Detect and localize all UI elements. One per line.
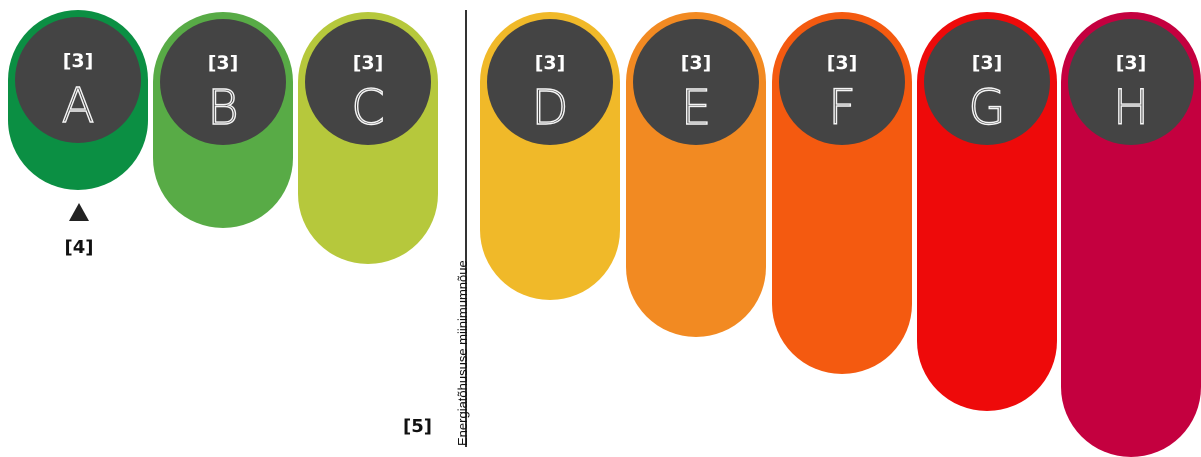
class-code-a: [3] [62, 50, 94, 72]
class-badge-f: [3] F [779, 19, 905, 145]
class-code-c: [3] [352, 52, 384, 74]
class-letter-h: H [1112, 80, 1150, 136]
class-code-d: [3] [534, 52, 566, 74]
class-pill-c: [3] C [298, 12, 438, 264]
class-pill-e: [3] E [626, 12, 766, 337]
class-badge-h: [3] H [1068, 19, 1194, 145]
class-code-g: [3] [971, 52, 1003, 74]
minimum-requirement-divider [465, 10, 467, 447]
class-badge-c: [3] C [305, 19, 431, 145]
class-pill-d: [3] D [480, 12, 620, 300]
class-pill-a: [3] A [8, 10, 148, 190]
class-badge-b: [3] B [160, 19, 286, 145]
class-pill-f: [3] F [772, 12, 912, 374]
class-letter-f: F [827, 80, 856, 136]
class-badge-a: [3] A [15, 17, 141, 143]
class-badge-d: [3] D [487, 19, 613, 145]
class-letter-c: C [351, 80, 386, 136]
class-letter-e: E [680, 80, 712, 136]
minimum-requirement-label: Energiatõhususe miinimumnõue [455, 260, 470, 446]
class-letter-g: G [968, 80, 1007, 136]
class-pill-h: [3] H [1061, 12, 1201, 457]
divider-code: [5] [403, 416, 432, 437]
class-code-e: [3] [680, 52, 712, 74]
class-badge-g: [3] G [924, 19, 1050, 145]
class-code-h: [3] [1115, 52, 1147, 74]
class-pill-g: [3] G [917, 12, 1057, 411]
marker-code: [4] [64, 237, 94, 258]
class-badge-e: [3] E [633, 19, 759, 145]
class-letter-b: B [207, 80, 240, 136]
class-code-f: [3] [826, 52, 858, 74]
class-code-b: [3] [207, 52, 239, 74]
triangle-up-icon [69, 203, 89, 221]
class-letter-d: D [531, 80, 569, 136]
class-letter-a: A [61, 78, 95, 134]
class-pill-b: [3] B [153, 12, 293, 228]
